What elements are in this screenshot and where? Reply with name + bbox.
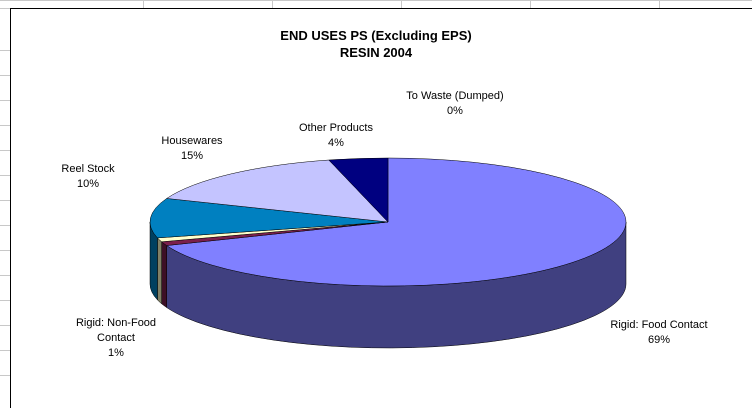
label-name: Rigid: Non-Food Contact bbox=[75, 317, 157, 344]
label-value: 69% bbox=[647, 334, 671, 346]
label-value: 1% bbox=[108, 347, 124, 359]
label-name: Reel Stock bbox=[61, 163, 115, 175]
chart-title: END USES PS (Excluding EPS) bbox=[280, 28, 472, 43]
data-label: To Waste (Dumped) 0% bbox=[385, 89, 525, 119]
data-label: Reel Stock 10% bbox=[38, 162, 138, 192]
label-name: Other Products bbox=[299, 122, 373, 134]
data-label: Rigid: Non-Food Contact 1% bbox=[61, 316, 171, 361]
slice bbox=[166, 157, 627, 287]
label-value: 10% bbox=[76, 178, 100, 190]
slice-side bbox=[161, 241, 167, 309]
chart-subtitle: RESIN 2004 bbox=[339, 45, 413, 60]
label-value: 4% bbox=[328, 137, 344, 149]
label-value: 0% bbox=[447, 105, 463, 117]
slice bbox=[166, 159, 389, 223]
slice bbox=[149, 198, 389, 239]
label-value: 15% bbox=[180, 150, 204, 162]
data-label: Rigid: Food Contact 69% bbox=[594, 318, 724, 348]
label-name: Housewares bbox=[161, 135, 223, 147]
slice-side bbox=[157, 237, 162, 305]
data-label: Other Products 4% bbox=[281, 121, 391, 151]
data-label: Housewares 15% bbox=[142, 134, 242, 164]
label-name: To Waste (Dumped) bbox=[406, 90, 504, 102]
slice bbox=[328, 157, 389, 223]
label-name: Rigid: Food Contact bbox=[610, 319, 708, 331]
